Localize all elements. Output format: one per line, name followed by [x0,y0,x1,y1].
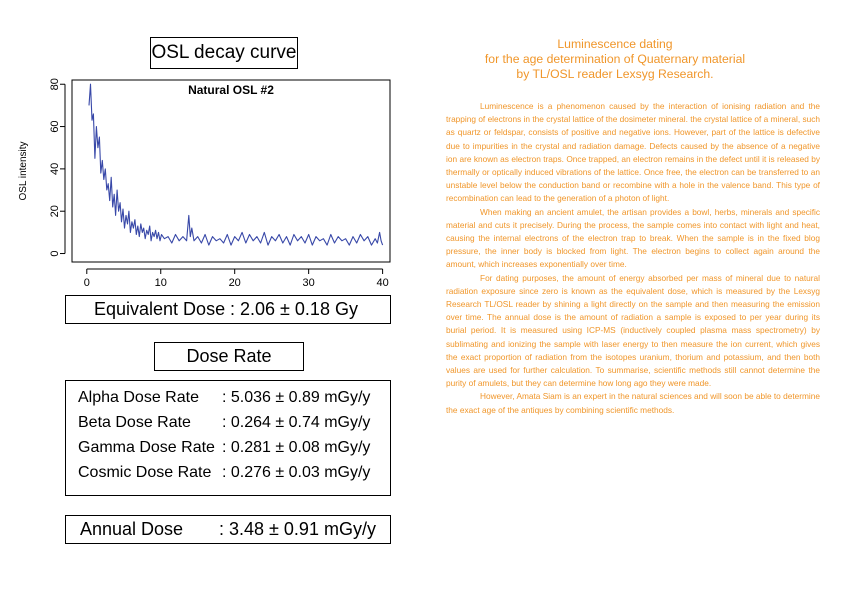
plot-frame [71,79,391,263]
chart-plot-title: Natural OSL #2 [188,83,274,97]
y-tick-label: 0 [49,250,61,256]
dose-rate-value: : 0.276 ± 0.03 mGy/y [222,464,371,481]
dose-rate-title: Dose Rate [186,346,272,366]
osl-series-line [88,83,384,246]
y-tick-label: 60 [49,120,61,132]
article-title: Luminescence dating for the age determin… [470,37,760,82]
dose-rate-label: Gamma Dose Rate [78,439,215,456]
dose-rate-value: : 0.264 ± 0.74 mGy/y [222,414,371,431]
dose-rate-value: : 0.281 ± 0.08 mGy/y [222,439,371,456]
x-tick-label: 0 [84,277,90,289]
equivalent-dose-box: Equivalent Dose : 2.06 ± 0.18 Gy [65,295,391,324]
annual-dose-value: : 3.48 ± 0.91 mGy/y [219,519,376,539]
dose-rate-label: Cosmic Dose Rate [78,464,212,481]
equivalent-dose-value: : 2.06 ± 0.18 Gy [230,299,358,319]
y-tick-label: 40 [49,163,61,175]
article-body: Luminescence is a phenomenon caused by t… [446,100,820,417]
chart-title: OSL decay curve [151,42,297,63]
dose-rates-box: Alpha Dose Rate : 5.036 ± 0.89 mGy/y Bet… [65,380,391,496]
y-tick-label: 20 [49,205,61,217]
article-paragraph: However, Amata Siam is an expert in the … [446,391,820,415]
dose-rate-label: Alpha Dose Rate [78,389,199,406]
dose-rate-label: Beta Dose Rate [78,414,191,431]
article-title-line: by TL/OSL reader Lexsyg Research. [516,67,714,81]
annual-dose-label: Annual Dose [80,519,184,539]
x-tick-label: 40 [376,277,388,289]
x-tick-label: 10 [155,277,167,289]
article-paragraph: Luminescence is a phenomenon caused by t… [446,101,820,204]
article-title-line: for the age determination of Quaternary … [484,52,746,66]
x-tick-label: 30 [303,277,315,289]
dose-rate-title-box: Dose Rate [154,342,304,371]
y-tick-label: 80 [49,78,61,90]
x-tick-label: 20 [229,277,241,289]
equivalent-dose-label: Equivalent Dose [94,299,226,319]
article-title-line: Luminescence dating [557,37,673,51]
y-axis-label: OSL intensity [18,141,29,200]
chart-title-box: OSL decay curve [150,37,298,69]
article-paragraph: For dating purposes, the amount of energ… [446,272,820,389]
dose-rate-value: : 5.036 ± 0.89 mGy/y [222,389,371,406]
annual-dose-box: Annual Dose : 3.48 ± 0.91 mGy/y [65,515,391,544]
osl-decay-chart: Natural OSL #2 0 10 20 30 40 0 20 40 60 80 OSL inte… [18,78,391,289]
article-paragraph: When making an ancient amulet, the artis… [446,206,820,270]
